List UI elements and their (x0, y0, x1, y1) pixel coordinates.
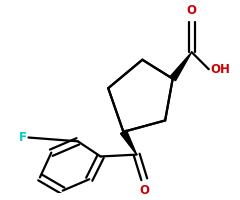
Text: O: O (187, 4, 197, 17)
Text: F: F (19, 131, 27, 144)
Text: OH: OH (211, 63, 231, 76)
Polygon shape (120, 130, 137, 155)
Text: O: O (139, 184, 149, 197)
Polygon shape (170, 52, 192, 81)
